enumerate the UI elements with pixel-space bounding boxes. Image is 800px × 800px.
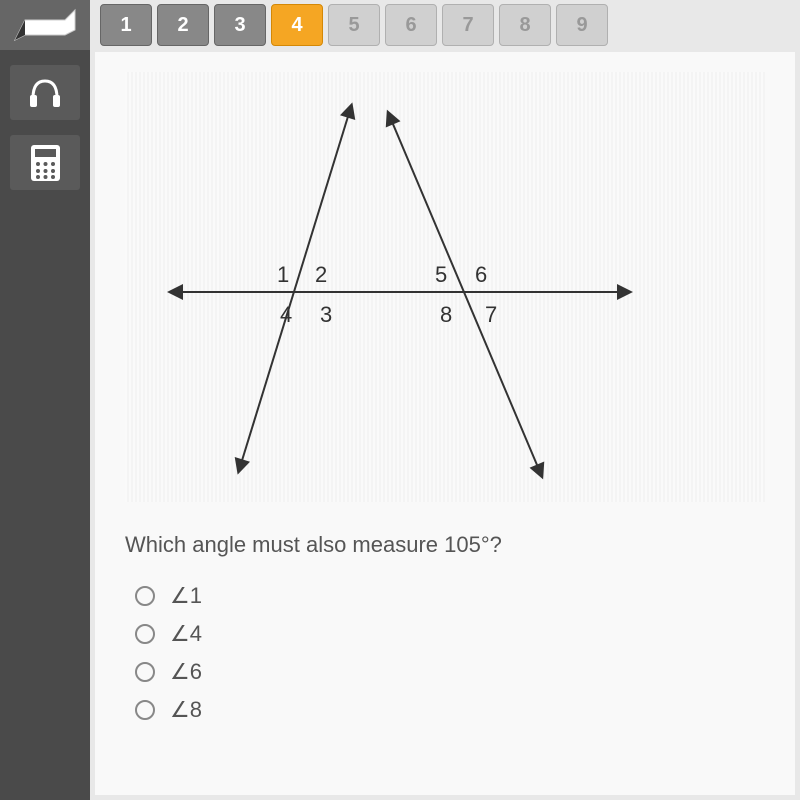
geometry-diagram: 1 2 3 4 5 6 7 8: [125, 72, 765, 502]
calculator-icon: [28, 143, 63, 183]
nav-item-8[interactable]: 8: [499, 4, 551, 46]
answer-options: ∠1 ∠4 ∠6 ∠8: [125, 583, 765, 723]
option-label: ∠6: [170, 659, 202, 685]
svg-text:4: 4: [280, 302, 292, 327]
question-text: Which angle must also measure 105°?: [125, 532, 765, 558]
svg-text:7: 7: [485, 302, 497, 327]
option-6[interactable]: ∠6: [135, 659, 765, 685]
calculator-tool[interactable]: [10, 135, 80, 190]
option-label: ∠8: [170, 697, 202, 723]
option-8[interactable]: ∠8: [135, 697, 765, 723]
svg-text:3: 3: [320, 302, 332, 327]
radio-icon: [135, 662, 155, 682]
svg-text:2: 2: [315, 262, 327, 287]
option-label: ∠1: [170, 583, 202, 609]
nav-item-1[interactable]: 1: [100, 4, 152, 46]
svg-text:8: 8: [440, 302, 452, 327]
diagram-svg: 1 2 3 4 5 6 7 8: [125, 72, 675, 492]
nav-item-3[interactable]: 3: [214, 4, 266, 46]
option-1[interactable]: ∠1: [135, 583, 765, 609]
pencil-tool[interactable]: [0, 0, 90, 50]
option-4[interactable]: ∠4: [135, 621, 765, 647]
svg-text:1: 1: [277, 262, 289, 287]
radio-icon: [135, 586, 155, 606]
option-label: ∠4: [170, 621, 202, 647]
svg-text:6: 6: [475, 262, 487, 287]
question-nav: 1 2 3 4 5 6 7 8 9: [95, 0, 800, 50]
pencil-icon: [10, 5, 80, 45]
svg-text:5: 5: [435, 262, 447, 287]
headphones-tool[interactable]: [10, 65, 80, 120]
radio-icon: [135, 700, 155, 720]
question-content: 1 2 3 4 5 6 7 8 Which angle must also measure 1…: [95, 52, 795, 795]
nav-item-2[interactable]: 2: [157, 4, 209, 46]
toolbar-sidebar: [0, 0, 90, 800]
radio-icon: [135, 624, 155, 644]
nav-item-6[interactable]: 6: [385, 4, 437, 46]
headphones-icon: [25, 73, 65, 113]
nav-item-7[interactable]: 7: [442, 4, 494, 46]
nav-item-9[interactable]: 9: [556, 4, 608, 46]
nav-item-4[interactable]: 4: [271, 4, 323, 46]
nav-item-5[interactable]: 5: [328, 4, 380, 46]
